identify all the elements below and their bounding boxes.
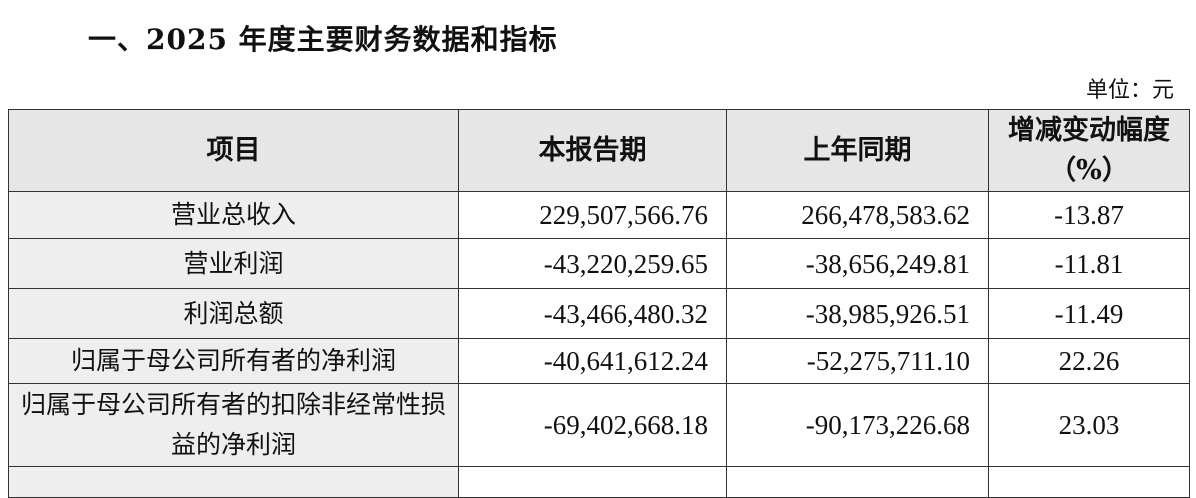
row-item: 营业利润 <box>8 238 459 289</box>
row-change: 23.03 <box>988 383 1190 467</box>
table-row-partial <box>8 466 1190 498</box>
header-item: 项目 <box>8 109 459 192</box>
row-prior: -38,656,249.81 <box>726 238 989 289</box>
row-change: -13.87 <box>988 191 1190 239</box>
section-title: 一、2025 年度主要财务数据和指标 <box>88 23 558 56</box>
row-item: 归属于母公司所有者的扣除非经常性损益的净利润 <box>8 383 459 467</box>
row-prior: -52,275,711.10 <box>726 338 989 384</box>
row-current: -69,402,668.18 <box>458 383 727 467</box>
header-change: 增减变动幅度（%） <box>988 109 1190 192</box>
row-item: 利润总额 <box>8 288 459 339</box>
header-prior: 上年同期 <box>726 109 989 192</box>
table-row: 营业总收入 229,507,566.76 266,478,583.62 -13.… <box>8 191 1190 239</box>
row-item: 归属于母公司所有者的净利润 <box>8 338 459 384</box>
row-current: -43,466,480.32 <box>458 288 727 339</box>
row-current: -43,220,259.65 <box>458 238 727 289</box>
row-change: -11.81 <box>988 238 1190 289</box>
financial-data-table: 项目 本报告期 上年同期 增减变动幅度（%） 营业总收入 229,507,566… <box>8 109 1190 498</box>
table-row: 利润总额 -43,466,480.32 -38,985,926.51 -11.4… <box>8 288 1190 339</box>
table-row: 归属于母公司所有者的扣除非经常性损益的净利润 -69,402,668.18 -9… <box>8 383 1190 467</box>
table-row: 归属于母公司所有者的净利润 -40,641,612.24 -52,275,711… <box>8 338 1190 384</box>
unit-label: 单位：元 <box>1085 78 1174 103</box>
row-prior: -90,173,226.68 <box>726 383 989 467</box>
row-item: 营业总收入 <box>8 191 459 239</box>
row-change: 22.26 <box>988 338 1190 384</box>
header-current: 本报告期 <box>458 109 727 192</box>
table-row: 营业利润 -43,220,259.65 -38,656,249.81 -11.8… <box>8 238 1190 289</box>
row-prior: 266,478,583.62 <box>726 191 989 239</box>
table-header-row: 项目 本报告期 上年同期 增减变动幅度（%） <box>8 109 1190 192</box>
row-current: 229,507,566.76 <box>458 191 727 239</box>
row-prior: -38,985,926.51 <box>726 288 989 339</box>
row-change: -11.49 <box>988 288 1190 339</box>
row-current: -40,641,612.24 <box>458 338 727 384</box>
